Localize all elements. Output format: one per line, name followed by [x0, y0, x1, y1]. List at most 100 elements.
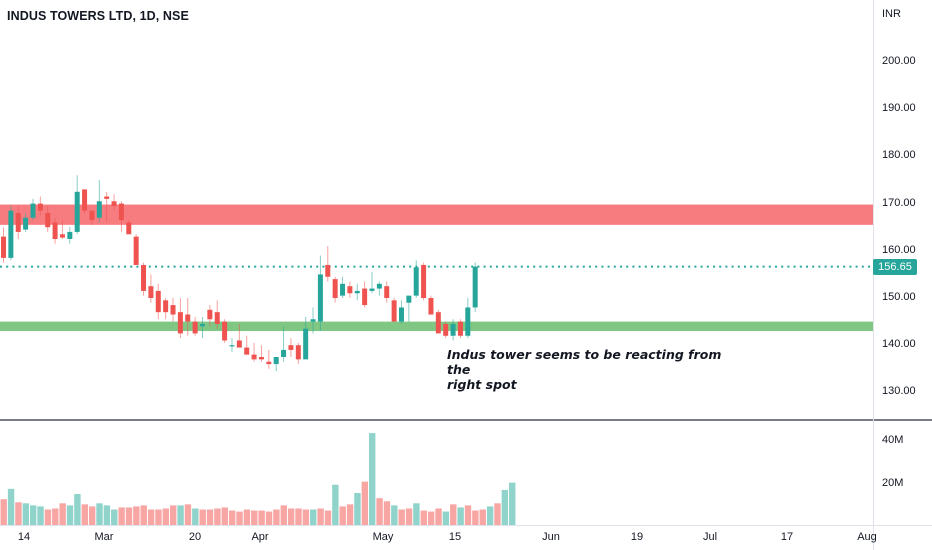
volume-bar: [155, 509, 162, 525]
volume-bar: [420, 510, 427, 525]
volume-bar: [118, 507, 125, 525]
volume-bar: [369, 433, 376, 525]
candle-down: [207, 309, 213, 320]
volume-bar: [501, 489, 509, 525]
candle-down: [288, 345, 294, 350]
candle-down: [192, 321, 198, 334]
volume-bar: [192, 508, 199, 525]
volume-bar: [147, 509, 155, 525]
candle-down: [347, 286, 353, 294]
volume-bar: [339, 506, 346, 525]
volume-bar: [280, 505, 287, 525]
candle-down: [325, 264, 331, 277]
volume-bar: [258, 510, 265, 525]
candle-down: [428, 298, 434, 315]
volume-bar: [265, 511, 273, 525]
candle-up: [96, 201, 102, 218]
volume-bar: [111, 509, 118, 525]
volume-bar: [243, 509, 251, 525]
price-tick-label: 180.00: [882, 149, 916, 162]
volume-bar: [494, 503, 501, 525]
candle-up: [369, 288, 375, 291]
volume-bar: [435, 508, 442, 525]
volume-bar: [383, 501, 391, 525]
candle-down: [170, 305, 176, 315]
candle-up: [74, 191, 80, 232]
volume-bar: [486, 506, 494, 525]
candle-down: [155, 290, 161, 313]
candle-down: [1, 236, 6, 258]
volume-bar: [96, 503, 103, 525]
candle-down: [443, 323, 449, 336]
candle-down: [384, 286, 390, 298]
volume-bar: [287, 508, 295, 525]
candle-up: [340, 283, 346, 296]
candle-down: [45, 213, 51, 228]
candle-down: [332, 279, 338, 298]
time-tick-label: 20: [188, 531, 202, 543]
volume-bar: [346, 504, 354, 525]
candle-down: [391, 300, 397, 322]
symbol-title[interactable]: INDUS TOWERS LTD, 1D, NSE: [7, 9, 189, 23]
candle-up: [413, 267, 419, 296]
candle-down: [118, 203, 124, 221]
volume-bar: [140, 505, 147, 525]
volume-bar: [398, 509, 405, 525]
volume-bar: [509, 482, 516, 525]
candle-up: [354, 290, 360, 294]
candle-up: [281, 349, 287, 357]
volume-bar: [376, 498, 383, 525]
candle-up: [273, 357, 279, 365]
volume-bar: [214, 508, 221, 525]
candle-down: [15, 213, 21, 232]
price-tick-label: 200.00: [882, 55, 916, 67]
candle-up: [67, 231, 73, 239]
price-tick-label: 140.00: [882, 338, 916, 351]
volume-bar: [479, 509, 486, 525]
volume-bar: [361, 481, 369, 525]
time-tick-label: Jun: [542, 531, 560, 543]
volume-bar: [324, 510, 332, 525]
volume-bar: [52, 508, 59, 525]
volume-bar: [228, 510, 236, 525]
price-tick-label: 130.00: [882, 385, 916, 398]
candle-down: [133, 236, 139, 265]
candle-down: [111, 201, 117, 206]
chart-annotation-note[interactable]: Indus tower seems to be reacting from th…: [447, 347, 747, 392]
volume-bar: [15, 502, 22, 525]
time-tick-label: May: [372, 531, 394, 543]
pane-separator: [0, 419, 932, 421]
volume-bar: [391, 505, 398, 525]
time-tick-label: 19: [630, 531, 644, 543]
candle-up: [310, 319, 316, 322]
volume-bar: [184, 504, 192, 525]
candle-down: [244, 347, 250, 355]
volume-bar: [29, 505, 37, 525]
candle-up: [199, 323, 205, 327]
volume-bar: [88, 506, 96, 525]
volume-bar: [22, 503, 30, 525]
candle-up: [317, 274, 323, 322]
resistance-zone[interactable]: [0, 204, 873, 225]
candle-up: [229, 345, 235, 347]
volume-bar: [450, 504, 457, 525]
candle-down: [251, 354, 257, 360]
candle-up: [406, 295, 412, 303]
candle-down: [266, 361, 272, 365]
volume-bar: [354, 492, 361, 525]
volume-bar: [0, 499, 7, 525]
candle-up: [376, 283, 382, 289]
volume-bar: [7, 488, 15, 525]
candle-down: [163, 300, 169, 313]
volume-bar: [317, 508, 324, 525]
time-tick-label: Apr: [251, 531, 269, 543]
volume-bar: [81, 504, 88, 525]
volume-tick-label: 20M: [882, 477, 904, 489]
volume-bar: [442, 511, 450, 525]
volume-bar: [37, 506, 44, 525]
candle-down: [258, 357, 264, 360]
time-tick-label: Jul: [702, 531, 718, 543]
volume-bar: [405, 508, 413, 525]
